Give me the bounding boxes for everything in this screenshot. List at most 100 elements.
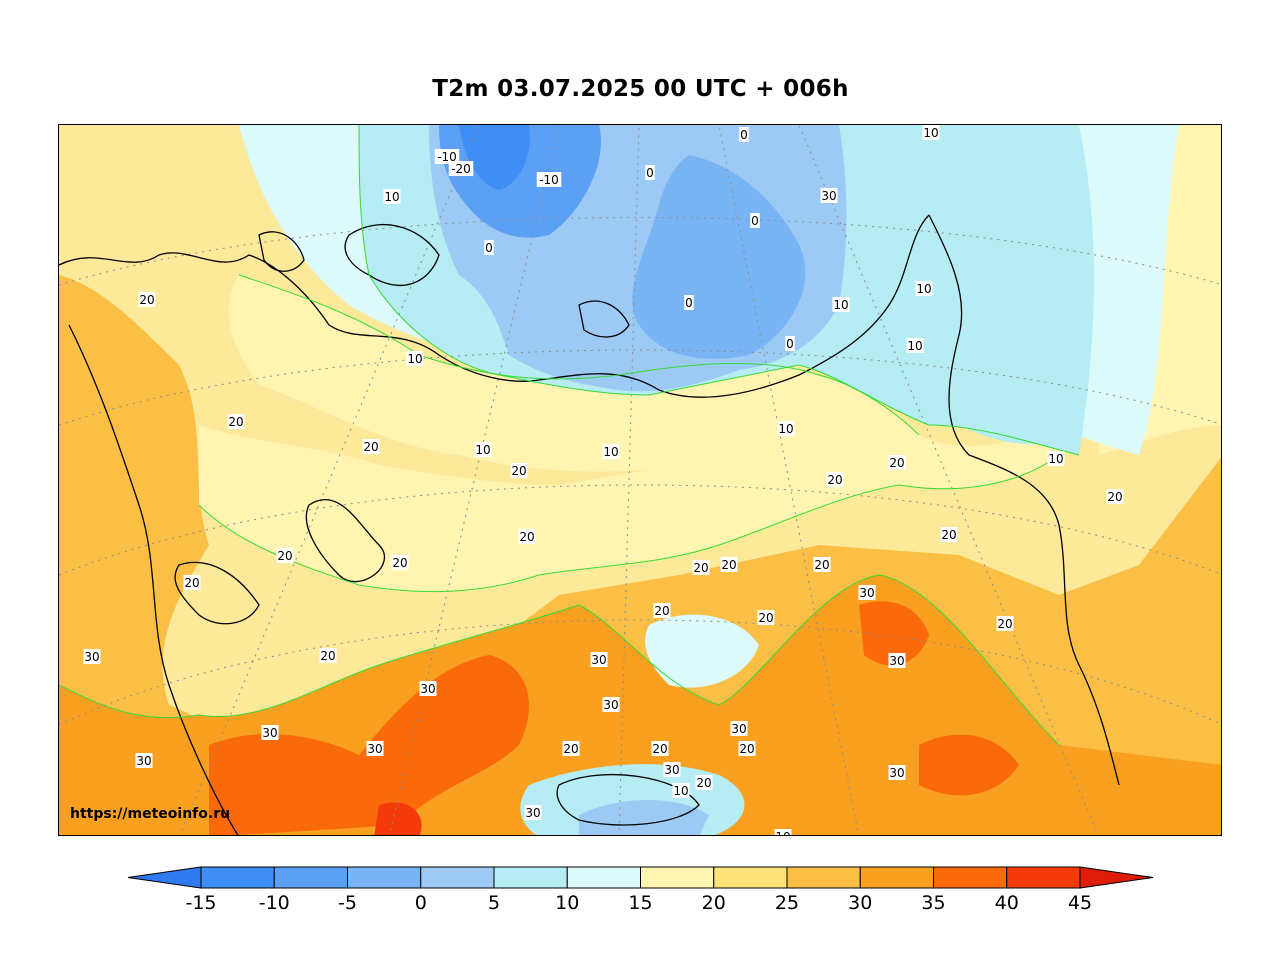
- contour-label: 30: [420, 682, 435, 696]
- colorbar-under-arrow: [127, 866, 202, 889]
- contour-label: 20: [563, 742, 578, 756]
- contour-label: 0: [751, 214, 759, 228]
- field-15-20: [199, 425, 1059, 592]
- colorbar-bin: [933, 866, 1008, 889]
- contour-label: 20: [693, 561, 708, 575]
- contour-label: 30: [367, 742, 382, 756]
- colorbar-bin: [493, 866, 568, 889]
- contour-label: 20: [1107, 490, 1122, 504]
- contour-label-bg: [602, 697, 620, 712]
- contour-label: 0: [740, 128, 748, 142]
- contour-label: 20: [889, 456, 904, 470]
- contour-label-bg: [83, 649, 101, 664]
- contour-label-bg: [813, 557, 831, 572]
- colorbar-bin: [859, 866, 934, 889]
- contour-label-bg: [757, 610, 775, 625]
- contour-label-bg: [858, 585, 876, 600]
- contour-label-bg: [695, 775, 713, 790]
- colorbar-tick-label: -10: [258, 892, 290, 914]
- contour-label: 20: [228, 415, 243, 429]
- contour-label-bg: [888, 653, 906, 668]
- field-mountain-cool: [645, 614, 759, 688]
- coastlines: [59, 214, 1120, 835]
- contour-label: 10: [603, 445, 618, 459]
- contour-label: 30: [889, 766, 904, 780]
- contour-label-bg: [484, 240, 494, 255]
- contour-label-bg: [888, 765, 906, 780]
- colorbar-bin: [713, 866, 788, 889]
- contour-label: 20: [696, 776, 711, 790]
- contour-label-bg: [419, 681, 437, 696]
- contour-label-bg: [826, 472, 844, 487]
- contour-label: 10: [407, 352, 422, 366]
- field-minus5-0: [632, 155, 806, 359]
- field-okhotsk: [919, 195, 1089, 444]
- contour-label-bg: [562, 741, 580, 756]
- contour-label-bg: [645, 165, 655, 180]
- contour-label-bg: [750, 213, 760, 228]
- contour-label: 20: [941, 528, 956, 542]
- contour-label: 10: [384, 190, 399, 204]
- contour-label-bg: [720, 557, 738, 572]
- contour-label: 20: [363, 440, 378, 454]
- contour-label: -10: [437, 150, 457, 164]
- contour-label-bg: [663, 762, 681, 777]
- field-central-asia-cold: [579, 800, 709, 835]
- contour-label: 30: [731, 722, 746, 736]
- contour-label: 20: [139, 293, 154, 307]
- contour-label: 10: [916, 282, 931, 296]
- field-40-45: [374, 802, 422, 835]
- contour-label: -20: [451, 162, 471, 176]
- colorbar-bin: [640, 866, 715, 889]
- contour-label: 30: [859, 586, 874, 600]
- contour-label-bg: [227, 414, 245, 429]
- contour-label: 20: [184, 576, 199, 590]
- contour-label: 20: [320, 649, 335, 663]
- contour-label-bg: [319, 648, 337, 663]
- map-title: T2m 03.07.2025 00 UTC + 006h: [432, 76, 849, 102]
- contour-label: 20: [758, 611, 773, 625]
- contour-label: -10: [539, 173, 559, 187]
- contour-label: 10: [833, 298, 848, 312]
- contour-label: 30: [136, 754, 151, 768]
- contour-label-bg: [474, 442, 492, 457]
- temperature-map: -20 -10 -10 0 0 0 0 0 0 10 10 10 10 10 10 10 10 10 10 10 10 2…: [58, 124, 1222, 836]
- contour-label: 30: [821, 189, 836, 203]
- contour-label-bg: [518, 529, 536, 544]
- contour-label: 20: [519, 530, 534, 544]
- contour-label-bg: [739, 127, 749, 142]
- contour-label: 10: [673, 784, 688, 798]
- temperature-fields: [59, 125, 1221, 835]
- contour-label-bg: [1106, 489, 1124, 504]
- contour-label-bg: [888, 455, 906, 470]
- contour-label-bg: [536, 172, 562, 187]
- contour-label: 10: [475, 443, 490, 457]
- contour-label: 0: [786, 337, 794, 351]
- contour-label-bg: [183, 575, 201, 590]
- contour-label-bg: [391, 555, 409, 570]
- colorbar-tick-label: 40: [994, 892, 1019, 914]
- contour-label-bg: [383, 189, 401, 204]
- contour-label: 20: [739, 742, 754, 756]
- contour-label-bg: [135, 753, 153, 768]
- contour-label: 30: [889, 654, 904, 668]
- colorbar-tick-label: -5: [338, 892, 357, 914]
- contour-label-bg: [940, 527, 958, 542]
- contour-label: 20: [654, 604, 669, 618]
- contour-label: 10: [1048, 452, 1063, 466]
- contour-label-bg: [602, 444, 620, 459]
- field-minus15-minus10: [459, 125, 530, 190]
- colorbar-tick-label: 30: [848, 892, 873, 914]
- colorbar-tick-label: 25: [774, 892, 800, 914]
- contour-label-bg: [820, 188, 838, 203]
- contour-label-bg: [774, 829, 792, 835]
- contour-label-bg: [692, 560, 710, 575]
- contour-label-bg: [138, 292, 156, 307]
- colorbar-bin: [1006, 866, 1081, 889]
- contour-label-bg: [590, 652, 608, 667]
- contour-label: 10: [775, 830, 790, 836]
- colorbar-bin: [786, 866, 861, 889]
- colorbar-tick-label: 0: [414, 892, 427, 914]
